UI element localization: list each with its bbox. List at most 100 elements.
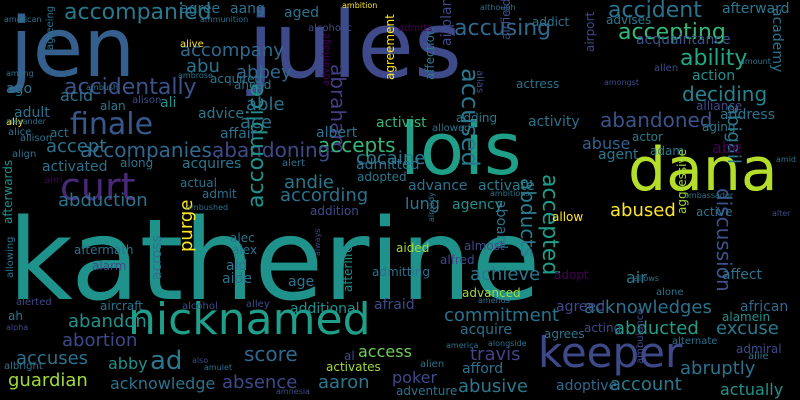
cloud-word-aggressive: aggressive [675, 149, 689, 214]
cloud-word-ambassador: ambassador [684, 191, 734, 200]
cloud-word-action: action [692, 68, 736, 84]
cloud-word-always: always [313, 228, 322, 256]
cloud-word-acquaintance: acquaintance [636, 32, 731, 48]
cloud-word-abandon: abandon [68, 311, 147, 332]
cloud-word-dana: dana [628, 135, 778, 205]
cloud-word-alert: alert [282, 158, 306, 169]
cloud-word-abortion: abortion [62, 330, 138, 351]
cloud-word-ambulance: ambulance [635, 308, 646, 364]
cloud-word-afraid: afraid [374, 297, 415, 313]
cloud-word-acquired: acquired [210, 72, 263, 86]
cloud-word-admit: admit [202, 187, 237, 201]
cloud-word-agency: agency [452, 197, 503, 213]
cloud-word-ace: ace [240, 112, 273, 133]
cloud-word-agreement: agreement [383, 14, 397, 80]
cloud-word-finale: finale [70, 107, 154, 142]
cloud-word-admitting: admitting [372, 265, 430, 279]
cloud-word-advance: advance [408, 178, 468, 194]
cloud-word-activate: activate [478, 178, 535, 194]
cloud-word-affair: affair [220, 126, 257, 142]
cloud-word-ammunition: ammunition [200, 15, 249, 24]
cloud-word-alex: alex [232, 243, 257, 257]
cloud-word-abby: abby [108, 354, 148, 373]
cloud-word-alice: alice [8, 127, 32, 138]
cloud-word-allowing: allowing [5, 236, 16, 278]
cloud-word-katherine: katherine [8, 196, 541, 326]
cloud-word-alias: alias [474, 70, 485, 94]
cloud-word-admitted: admitted [356, 157, 420, 173]
cloud-word-allows: allows [634, 274, 659, 283]
cloud-word-agent: agent [598, 147, 639, 163]
cloud-word-travis: travis [470, 344, 521, 365]
cloud-word-alamein: alamein [722, 310, 771, 324]
cloud-word-afford: afford [462, 361, 504, 377]
cloud-word-alone: alone [656, 287, 684, 298]
cloud-word-jules: jules [248, 0, 462, 99]
cloud-word-age: age [288, 274, 315, 290]
cloud-word-albright: albright [4, 361, 43, 372]
cloud-word-alcohol: alcohol [182, 301, 218, 312]
cloud-word-alley: alley [246, 299, 270, 310]
cloud-word-aid: aid [226, 258, 248, 274]
cloud-word-aftermath: aftermath [74, 243, 134, 257]
cloud-word-alive: alive [180, 39, 204, 50]
cloud-word-andie: andie [284, 172, 334, 193]
cloud-word-allow: allow [552, 210, 584, 224]
cloud-word-actor: actor [632, 130, 663, 144]
cloud-word-accuses: accuses [16, 348, 89, 369]
cloud-word-among: among [6, 69, 34, 78]
cloud-word-commitment: commitment [444, 305, 560, 326]
cloud-word-aide: aide [222, 271, 252, 287]
cloud-word-afterlife: afterlife [341, 245, 355, 292]
cloud-word-alcoholic: alcoholic [308, 23, 353, 34]
cloud-word-adam: adam [650, 144, 685, 158]
cloud-word-acid: acid [60, 86, 94, 105]
cloud-word-america: america [446, 341, 479, 350]
cloud-word-abandoning: abandoning [212, 138, 331, 162]
cloud-word-amongst: amongst [604, 78, 640, 87]
cloud-word-affect: affect [722, 267, 763, 283]
cloud-word-amends: amends [478, 296, 510, 305]
cloud-word-aging: aging [702, 120, 736, 134]
cloud-word-poker: poker [392, 368, 438, 387]
cloud-word-nicknamed: nicknamed [128, 294, 371, 345]
cloud-word-align: align [12, 149, 37, 160]
cloud-word-acknowledges: acknowledges [584, 297, 712, 318]
cloud-word-address: address [720, 107, 776, 123]
cloud-word-able: able [246, 94, 285, 115]
cloud-word-alerted: alerted [16, 297, 52, 308]
cloud-word-across: across [149, 235, 165, 280]
cloud-word-lung: lung [405, 194, 440, 213]
cloud-word-additional: additional [290, 301, 360, 317]
cloud-word-accidentally: accidentally [64, 75, 197, 100]
cloud-word-aircraft: aircraft [100, 299, 143, 313]
cloud-word-advice: advice [198, 106, 244, 122]
cloud-word-acting: acting [584, 321, 622, 335]
cloud-word-admiral: admiral [736, 342, 782, 356]
cloud-word-acquires: acquires [182, 156, 242, 172]
cloud-word-allen: allen [654, 63, 679, 74]
cloud-word-alison: alison [132, 95, 162, 106]
cloud-word-along: along [120, 156, 154, 170]
cloud-word-ad: ad [150, 346, 183, 376]
cloud-word-access: access [358, 342, 412, 361]
cloud-word-absence: absence [222, 372, 298, 393]
cloud-word-aang: aang [230, 1, 265, 17]
cloud-word-aim: aim [44, 175, 63, 186]
cloud-word-achieve: achieve [470, 264, 541, 285]
cloud-word-activates: activates [326, 360, 381, 374]
cloud-word-agree: agree [180, 1, 221, 17]
cloud-word-ambition: ambition [342, 1, 378, 10]
cloud-word-according: according [280, 185, 369, 206]
cloud-word-addition: addition [310, 204, 359, 218]
cloud-word-guardian: guardian [8, 370, 88, 391]
cloud-word-admits: admits [398, 23, 433, 34]
cloud-word-deciding: deciding [682, 82, 768, 106]
cloud-word-ally: ally [6, 117, 24, 128]
cloud-word-afterwards: afterwards [1, 159, 15, 224]
cloud-word-actually: actually [720, 380, 784, 399]
cloud-word-agrees: agrees [544, 327, 585, 341]
cloud-word-keeper: keeper [538, 328, 683, 377]
cloud-word-acquire: acquire [460, 322, 512, 338]
